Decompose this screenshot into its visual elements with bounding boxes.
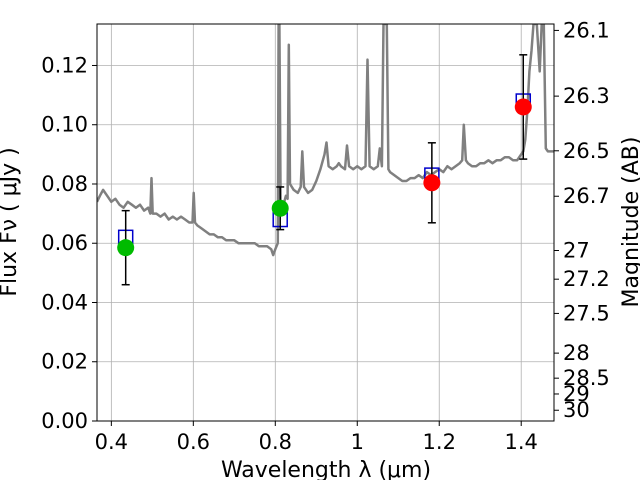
x-tick-label: 1.2: [423, 430, 456, 454]
spectrum-line: [97, 24, 554, 257]
observed-flux-point: [271, 199, 289, 217]
y-tick-label: 0.04: [41, 290, 88, 314]
x-tick-label: 0.6: [177, 430, 210, 454]
plot-frame: [96, 23, 555, 422]
y2-tick-label: 27.5: [563, 301, 610, 325]
y2-tick-label: 30: [563, 398, 590, 422]
x-tick-label: 1.4: [505, 430, 538, 454]
y2-tick-label: 26.3: [563, 84, 610, 108]
y-tick-label: 0.06: [41, 231, 88, 255]
y2-tick-label: 26.1: [563, 18, 610, 42]
y2-tick-label: 28: [563, 341, 590, 365]
y2-tick-label: 26.5: [563, 139, 610, 163]
y2-tick-label: 27: [563, 239, 590, 263]
y2-tick-label: 26.7: [563, 184, 610, 208]
y2-tick-label: 27.2: [563, 267, 610, 291]
y2-axis-label: Magnitude (AB): [619, 137, 640, 308]
y-tick-label: 0.08: [41, 172, 88, 196]
observed-flux-point: [423, 174, 441, 192]
y-tick-label: 0.10: [41, 113, 88, 137]
grid: [97, 24, 554, 422]
x-tick-label: 0.8: [259, 430, 292, 454]
observed-flux-point: [514, 98, 532, 116]
y2-tick-label: 28.5: [563, 366, 610, 390]
y-tick-label: 0.12: [41, 53, 88, 77]
y2-tick-label: 29: [563, 382, 590, 406]
x-axis-label: Wavelength λ (μm): [221, 458, 431, 480]
observed-flux-point: [117, 239, 135, 257]
x-tick-label: 0.4: [95, 430, 128, 454]
y-tick-label: 0.00: [41, 409, 88, 433]
x-tick-label: 1: [351, 430, 364, 454]
ticks: 0.4 0.6 0.8 1 1.2 1.4 0.00 0.02 0.04 0.06 0.08 0.10…: [41, 18, 610, 454]
plot-area: [97, 24, 554, 286]
y-axis-label: Flux Fν ( μJy ): [0, 147, 22, 296]
y-tick-label: 0.02: [41, 350, 88, 374]
